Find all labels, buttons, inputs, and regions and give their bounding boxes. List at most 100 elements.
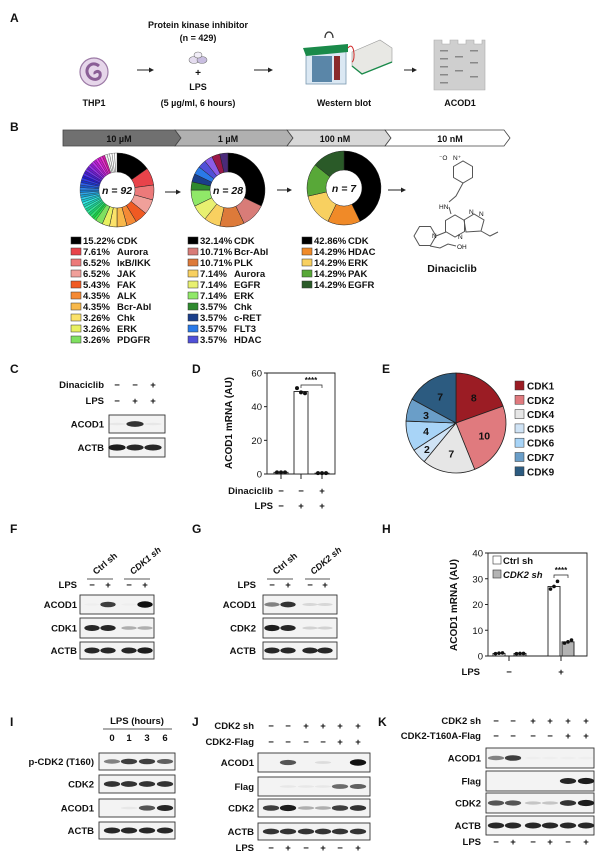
blot-band: [280, 625, 296, 631]
treatment-label: Dinaciclib: [228, 486, 273, 497]
blot-band: [317, 603, 333, 606]
legend-pct: 3.26%: [83, 313, 110, 324]
legend-swatch: [187, 247, 199, 256]
treatment-sign: +: [150, 396, 156, 407]
treatment-label: LPS: [236, 843, 254, 854]
panel-label: H: [382, 522, 391, 536]
blot-band: [84, 603, 99, 605]
legend-swatch: [301, 236, 313, 245]
blot-label: ACTB: [78, 443, 105, 454]
blot-band: [84, 625, 100, 631]
blot-band: [137, 647, 153, 654]
data-point: [552, 584, 556, 589]
stage-label: 100 nM: [320, 134, 351, 144]
treatment-sign: −: [132, 380, 138, 391]
gel-band: [440, 50, 448, 52]
blot-band: [297, 785, 315, 788]
blot-band: [103, 781, 121, 787]
thp1-cell-icon: [79, 57, 109, 87]
legend-name: FLT3: [234, 324, 256, 335]
panel-label: A: [10, 11, 19, 25]
blot-band: [120, 781, 138, 787]
treatment-sign: +: [547, 837, 553, 848]
group-header: CDK1 sh: [128, 544, 164, 576]
blot-band: [138, 781, 156, 787]
legend-name: Bcr-Abl: [117, 302, 151, 313]
y-tick-label: 40: [251, 402, 262, 413]
panel-label: E: [382, 362, 390, 376]
lps-dose-label: (5 µg/ml, 6 hours): [161, 98, 236, 108]
treatment-sign: −: [530, 731, 536, 742]
legend-swatch: [187, 302, 199, 311]
blot-band: [317, 647, 333, 654]
legend-label: CDK7: [527, 453, 555, 464]
group-header: CDK2 sh: [308, 544, 344, 576]
blot-strip-CDK2: [485, 792, 595, 814]
legend-swatch: [492, 555, 502, 565]
legend-pct: 7.14%: [200, 269, 227, 280]
treatment-sign: +: [547, 716, 553, 727]
slice-value-label: 3: [423, 410, 429, 422]
legend-swatch: [514, 437, 525, 448]
treatment-sign: −: [320, 737, 326, 748]
blot-band: [331, 784, 349, 789]
time-label: 3: [144, 733, 149, 744]
treatment-sign: −: [278, 501, 284, 512]
dinaciclib-structure: [413, 160, 499, 249]
donut-slice-EGFR: [314, 150, 345, 178]
treatment-sign: +: [132, 396, 138, 407]
treatment-sign: +: [319, 501, 325, 512]
data-point: [562, 641, 567, 645]
blot-label: ACTB: [228, 827, 255, 838]
treatment-sign: +: [150, 380, 156, 391]
blot-strip-CDK1: [79, 617, 155, 639]
blot-band: [577, 822, 595, 829]
legend-name: PAK: [348, 269, 367, 280]
legend-swatch: [70, 280, 82, 289]
legend-pct: 14.29%: [314, 258, 347, 269]
legend-pct: 4.35%: [83, 291, 110, 302]
panel-label: J: [192, 715, 199, 729]
blot-strip-CDK2: [262, 617, 338, 639]
legend-pct: 14.29%: [314, 280, 347, 291]
blot-band: [156, 827, 174, 834]
blot-label: Flag: [234, 782, 254, 793]
group-header: Ctrl sh: [271, 551, 299, 577]
treatment-label: LPS: [255, 501, 273, 512]
blot-band: [108, 422, 126, 426]
legend-name: PDGFR: [117, 335, 150, 346]
donut-slice-other: [114, 152, 118, 173]
treatment-label: LPS: [463, 837, 481, 848]
blot-band: [120, 806, 138, 810]
blot-band: [297, 806, 315, 810]
blot-label: p-CDK2 (T160): [29, 757, 94, 768]
blot-band: [100, 601, 116, 608]
treatment-sign: +: [565, 731, 571, 742]
legend-swatch: [70, 291, 82, 300]
treatment-sign: −: [89, 580, 95, 591]
treatment-sign: +: [355, 843, 361, 854]
blot-band: [144, 422, 162, 426]
blot-band: [560, 757, 576, 759]
treatment-sign: +: [583, 716, 589, 727]
legend-pct: 14.29%: [314, 247, 347, 258]
blot-band: [349, 759, 367, 766]
treatment-sign: −: [268, 843, 274, 854]
blot-band: [577, 799, 595, 807]
blot-band: [349, 784, 367, 789]
legend-name: Aurora: [117, 247, 149, 258]
blot-band: [264, 647, 280, 654]
treatment-sign: −: [547, 731, 553, 742]
legend-name: JAK: [117, 269, 136, 280]
treatment-sign: +: [583, 731, 589, 742]
treatment-label: CDK2 sh: [214, 721, 254, 732]
legend-name: EGFR: [348, 280, 375, 291]
stage-label: 1 µM: [218, 134, 238, 144]
atom-label: OH: [457, 244, 467, 251]
treatment-sign: −: [493, 837, 499, 848]
legend-pct: 10.71%: [200, 258, 233, 269]
blot-band: [542, 757, 558, 759]
legend-label: Ctrl sh: [503, 556, 533, 567]
data-point: [555, 579, 560, 584]
blot-band: [314, 828, 332, 835]
